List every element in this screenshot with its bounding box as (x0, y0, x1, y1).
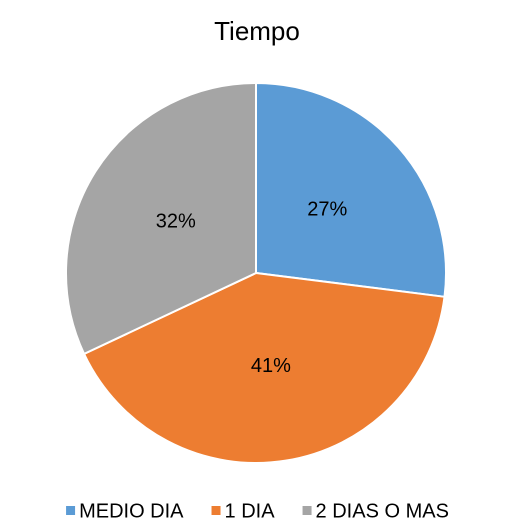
legend-marker (66, 506, 76, 515)
legend-marker (302, 506, 312, 515)
pie-slice (82, 271, 446, 464)
pie-slice (255, 81, 447, 298)
data-label: 32% (156, 210, 196, 232)
legend-label: MEDIO DIA (79, 500, 184, 522)
chart-title: Tiempo (214, 16, 300, 46)
data-label: 27% (307, 198, 347, 220)
legend-marker (211, 506, 221, 515)
data-label: 41% (251, 355, 291, 377)
legend-label: 2 DIAS O MAS (316, 500, 449, 522)
pie-slice (65, 81, 257, 356)
legend-label: 1 DIA (225, 500, 276, 522)
